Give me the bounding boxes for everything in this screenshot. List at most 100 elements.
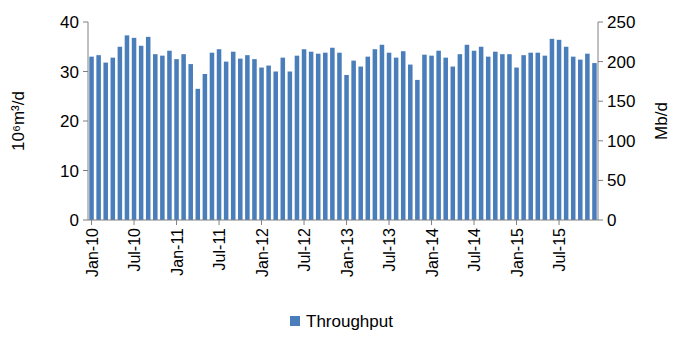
- bar: [288, 72, 293, 221]
- bar: [451, 67, 456, 220]
- y-tick: [83, 22, 88, 23]
- bar: [536, 53, 541, 220]
- x-tick: [91, 220, 92, 225]
- y2-tick: [598, 140, 603, 141]
- x-tick-label: Jan-13: [339, 228, 356, 277]
- bar: [103, 63, 108, 220]
- bar: [557, 40, 562, 220]
- x-tick: [431, 220, 432, 225]
- x-tick: [176, 220, 177, 225]
- x-tick: [559, 220, 560, 225]
- bar: [266, 66, 271, 220]
- bar: [408, 65, 413, 220]
- bar: [465, 45, 470, 220]
- bar: [422, 55, 427, 220]
- bar: [429, 56, 434, 220]
- x-axis: [88, 220, 598, 221]
- bar: [188, 64, 193, 220]
- bar: [507, 54, 512, 220]
- x-tick: [304, 220, 305, 225]
- legend-label: Throughput: [306, 312, 393, 331]
- bar: [592, 63, 597, 220]
- bar: [351, 61, 356, 220]
- y-tick-label: 40: [60, 13, 79, 32]
- bar: [514, 68, 519, 220]
- bar: [125, 35, 130, 220]
- y-tick: [83, 170, 88, 171]
- bar: [252, 59, 257, 220]
- bar: [330, 48, 335, 220]
- x-tick: [219, 220, 220, 225]
- bar: [111, 58, 116, 220]
- bar: [323, 53, 328, 220]
- x-tick: [516, 220, 517, 225]
- bar: [415, 80, 420, 220]
- y2-axis: [598, 22, 599, 220]
- bar: [479, 47, 484, 220]
- bar: [181, 54, 186, 220]
- bar: [486, 57, 491, 220]
- bar: [96, 55, 101, 220]
- bar: [217, 49, 222, 220]
- bar: [358, 67, 363, 220]
- bar: [231, 52, 236, 220]
- x-tick-label: Jul-14: [466, 228, 483, 272]
- x-tick-label: Jan-10: [84, 228, 101, 277]
- bar: [380, 45, 385, 220]
- y-tick: [83, 121, 88, 122]
- bar: [160, 56, 165, 220]
- y2-tick-label: 150: [607, 92, 635, 111]
- x-tick-label: Jul-11: [211, 228, 228, 270]
- bar: [316, 54, 321, 220]
- y2-tick: [598, 61, 603, 62]
- y2-tick: [598, 101, 603, 102]
- y2-axis-title: Mb/d: [652, 102, 671, 140]
- y2-tick-label: 100: [607, 132, 635, 151]
- y2-tick-label: 0: [607, 211, 616, 230]
- y2-tick-label: 200: [607, 53, 635, 72]
- x-tick-label: Jul-10: [126, 228, 143, 272]
- chart: 010203040050100150200250Jan-10Jul-10Jan-…: [0, 0, 685, 341]
- bar: [458, 54, 463, 220]
- bar: [337, 53, 342, 220]
- bar: [443, 58, 448, 220]
- bar: [564, 47, 569, 220]
- x-tick-label: Jan-11: [169, 228, 186, 276]
- bar: [302, 49, 307, 220]
- x-tick-label: Jul-12: [296, 228, 313, 272]
- bar: [550, 39, 555, 220]
- x-tick: [134, 220, 135, 225]
- x-tick-label: Jan-15: [509, 228, 526, 277]
- bar: [174, 59, 179, 220]
- bar: [295, 56, 300, 220]
- y2-tick: [598, 180, 603, 181]
- y-tick-label: 10: [60, 162, 79, 181]
- y2-tick-label: 50: [607, 171, 626, 190]
- bar: [500, 54, 505, 220]
- bar: [238, 59, 243, 220]
- y-tick-label: 20: [60, 112, 79, 131]
- bar: [146, 37, 151, 220]
- bar: [273, 72, 278, 221]
- x-tick-label: Jul-13: [381, 228, 398, 272]
- bar: [373, 49, 378, 220]
- x-tick: [261, 220, 262, 225]
- x-tick-label: Jan-14: [424, 228, 441, 277]
- bar: [245, 55, 250, 220]
- bar: [528, 53, 533, 220]
- bar: [436, 51, 441, 220]
- bar: [571, 57, 576, 220]
- bar: [281, 58, 286, 220]
- bar: [493, 52, 498, 220]
- y-axis-title: 10⁶m³/d: [9, 91, 28, 151]
- bar: [387, 53, 392, 220]
- bar: [210, 53, 215, 220]
- bar: [578, 60, 583, 220]
- bar: [366, 57, 371, 220]
- legend-swatch: [290, 316, 300, 326]
- bar: [118, 47, 123, 220]
- bar: [203, 74, 208, 220]
- bar: [344, 75, 349, 220]
- bar: [543, 56, 548, 220]
- bar: [224, 62, 229, 220]
